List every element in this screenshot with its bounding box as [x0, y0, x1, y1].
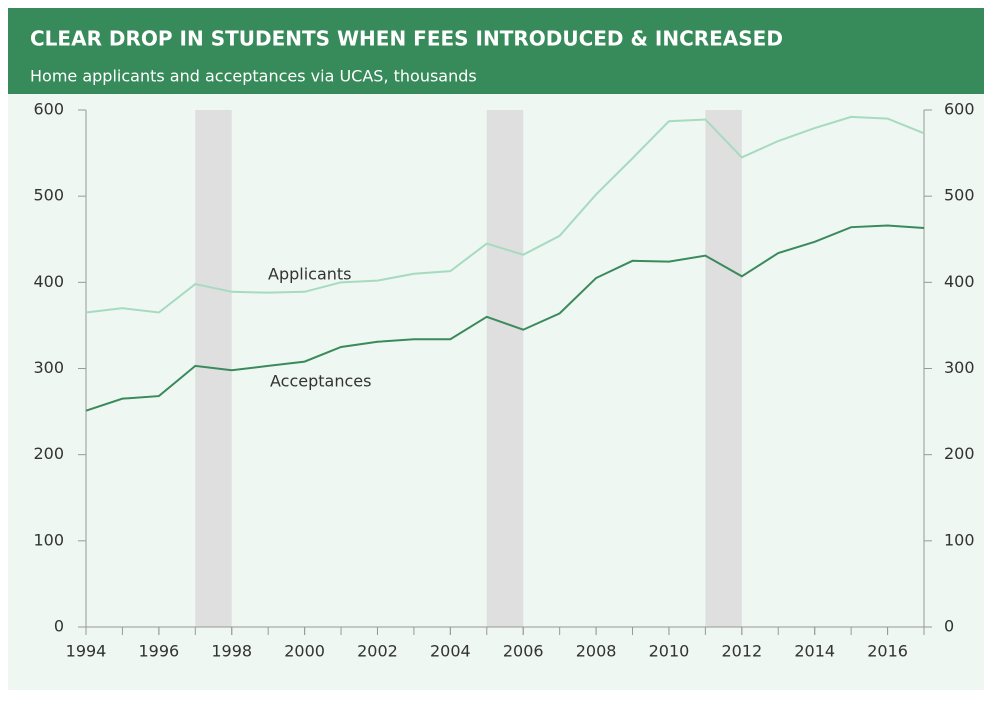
shaded-period	[486, 110, 524, 627]
y2-tick-label: 500	[944, 186, 975, 205]
y-tick-label: 300	[33, 358, 64, 377]
x-tick-label: 2002	[357, 642, 398, 661]
series-label: Acceptances	[270, 372, 371, 391]
x-tick-label: 2016	[867, 642, 908, 661]
series-line	[85, 115, 925, 314]
y2-tick-label: 0	[944, 617, 954, 636]
x-tick-label: 2000	[284, 642, 325, 661]
x-tick-label: 2014	[794, 642, 835, 661]
chart-subtitle: Home applicants and acceptances via UCAS…	[30, 67, 477, 86]
header-band	[8, 8, 984, 94]
x-tick-label: 1994	[66, 642, 107, 661]
x-tick-label: 2004	[430, 642, 471, 661]
y-tick-label: 100	[33, 530, 64, 549]
x-tick-label: 1996	[139, 642, 180, 661]
y-tick-label: 500	[33, 186, 64, 205]
y2-tick-label: 100	[944, 530, 975, 549]
chart-title: CLEAR DROP IN STUDENTS WHEN FEES INTRODU…	[30, 27, 783, 51]
y-tick-label: 0	[54, 617, 64, 636]
series-label: Applicants	[268, 265, 352, 284]
y2-tick-label: 600	[944, 100, 975, 119]
y-tick-label: 600	[33, 100, 64, 119]
y-tick-label: 400	[33, 272, 64, 291]
series-line	[85, 224, 925, 412]
x-tick-label: 2006	[503, 642, 544, 661]
y2-tick-label: 400	[944, 272, 975, 291]
y-tick-label: 200	[33, 444, 64, 463]
x-tick-label: 1998	[211, 642, 252, 661]
y2-tick-label: 300	[944, 358, 975, 377]
x-tick-label: 2012	[721, 642, 762, 661]
x-tick-label: 2008	[576, 642, 617, 661]
x-tick-label: 2010	[649, 642, 690, 661]
shaded-period	[705, 110, 742, 627]
y2-tick-label: 200	[944, 444, 975, 463]
